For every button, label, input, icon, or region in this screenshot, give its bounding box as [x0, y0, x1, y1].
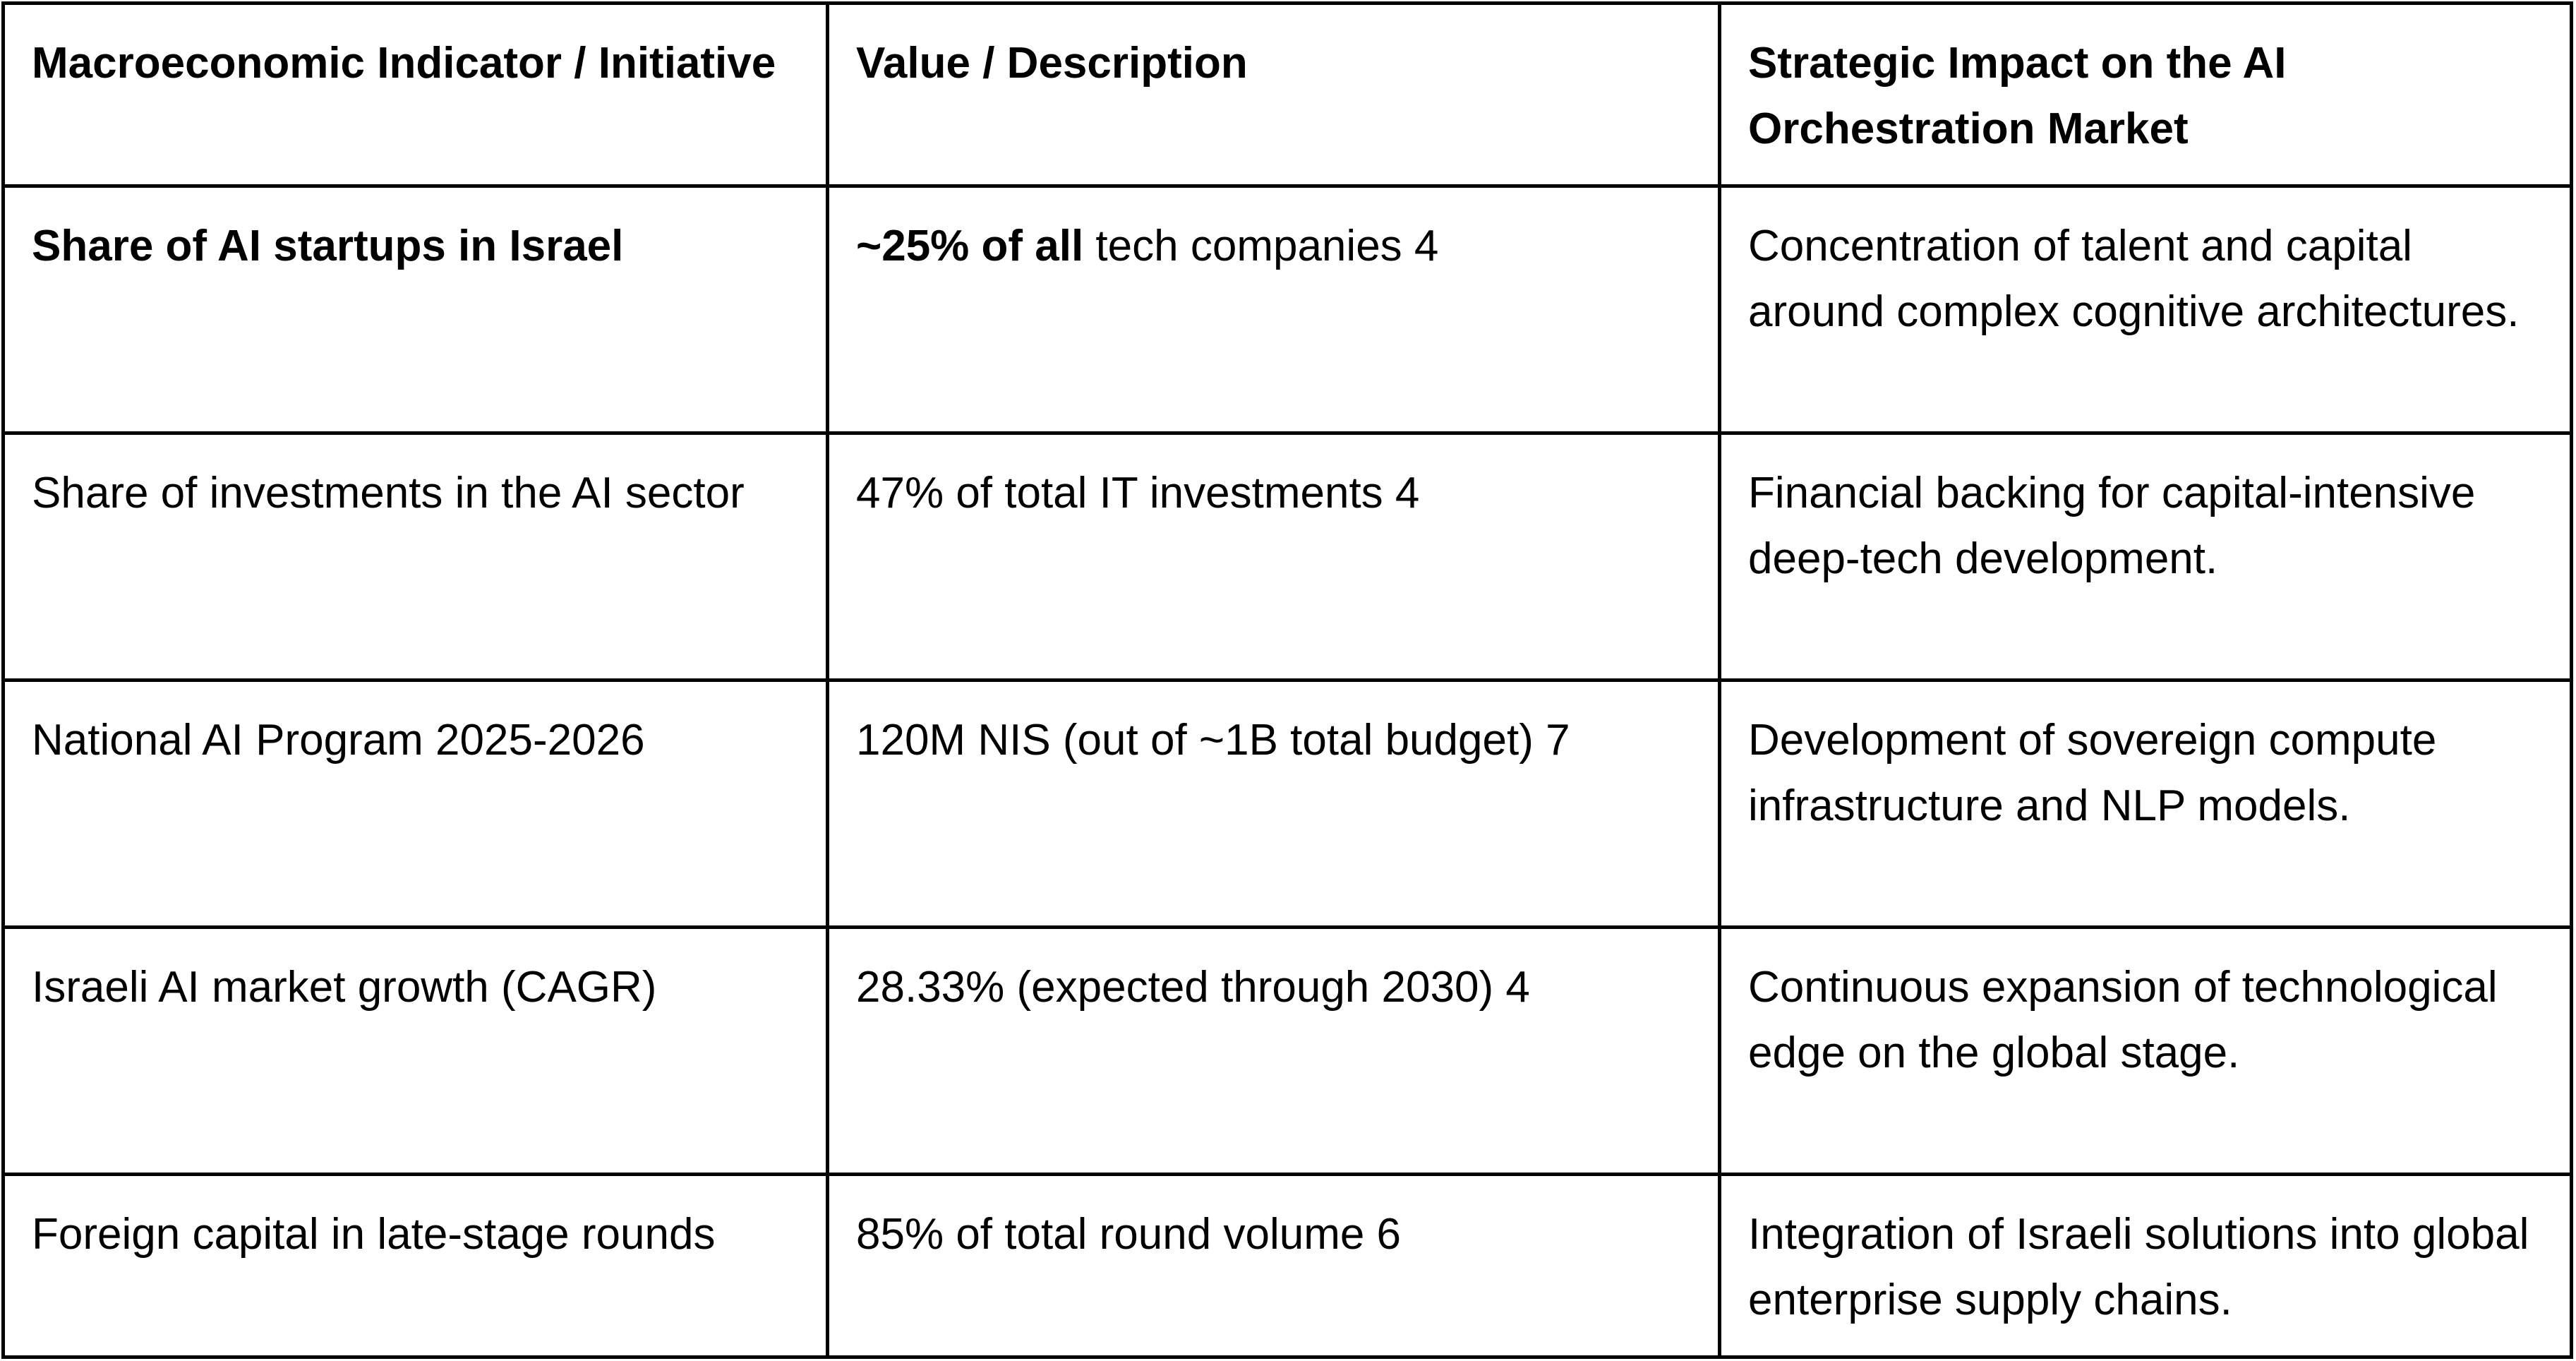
- cell-indicator: Israeli AI market growth (CAGR): [1, 925, 829, 1176]
- header-indicator: Macroeconomic Indicator / Initiative: [1, 1, 829, 188]
- header-impact: Strategic Impact on the AI Orchestration…: [1718, 1, 2573, 188]
- header-value: Value / Description: [826, 1, 1721, 188]
- cell-impact: Integration of Israeli solutions into gl…: [1718, 1173, 2573, 1359]
- cell-impact: Financial backing for capital-intensive …: [1718, 431, 2573, 682]
- cell-value: 85% of total round volume 6: [826, 1173, 1721, 1359]
- value-bold-text: ~25% of all: [856, 222, 1084, 270]
- cell-value: 28.33% (expected through 2030) 4: [826, 925, 1721, 1176]
- table-row: National AI Program 2025-2026 120M NIS (…: [1, 678, 2573, 929]
- cell-impact: Development of sovereign compute infrast…: [1718, 678, 2573, 929]
- cell-indicator: Share of investments in the AI sector: [1, 431, 829, 682]
- table-row: Israeli AI market growth (CAGR) 28.33% (…: [1, 925, 2573, 1176]
- value-text: tech companies 4: [1083, 222, 1439, 270]
- table-row: Share of AI startups in Israel ~25% of a…: [1, 184, 2573, 435]
- cell-indicator: National AI Program 2025-2026: [1, 678, 829, 929]
- cell-value: 47% of total IT investments 4: [826, 431, 1721, 682]
- table-row: Foreign capital in late-stage rounds 85%…: [1, 1173, 2573, 1359]
- cell-value: 120M NIS (out of ~1B total budget) 7: [826, 678, 1721, 929]
- table-row: Share of investments in the AI sector 47…: [1, 431, 2573, 682]
- cell-indicator: Share of AI startups in Israel: [1, 184, 829, 435]
- cell-value: ~25% of all tech companies 4: [826, 184, 1721, 435]
- cell-impact: Concentration of talent and capital arou…: [1718, 184, 2573, 435]
- table-header-row: Macroeconomic Indicator / Initiative Val…: [1, 1, 2573, 188]
- indicator-text: Share of AI startups in Israel: [32, 222, 624, 270]
- cell-indicator: Foreign capital in late-stage rounds: [1, 1173, 829, 1359]
- cell-impact: Continuous expansion of technological ed…: [1718, 925, 2573, 1176]
